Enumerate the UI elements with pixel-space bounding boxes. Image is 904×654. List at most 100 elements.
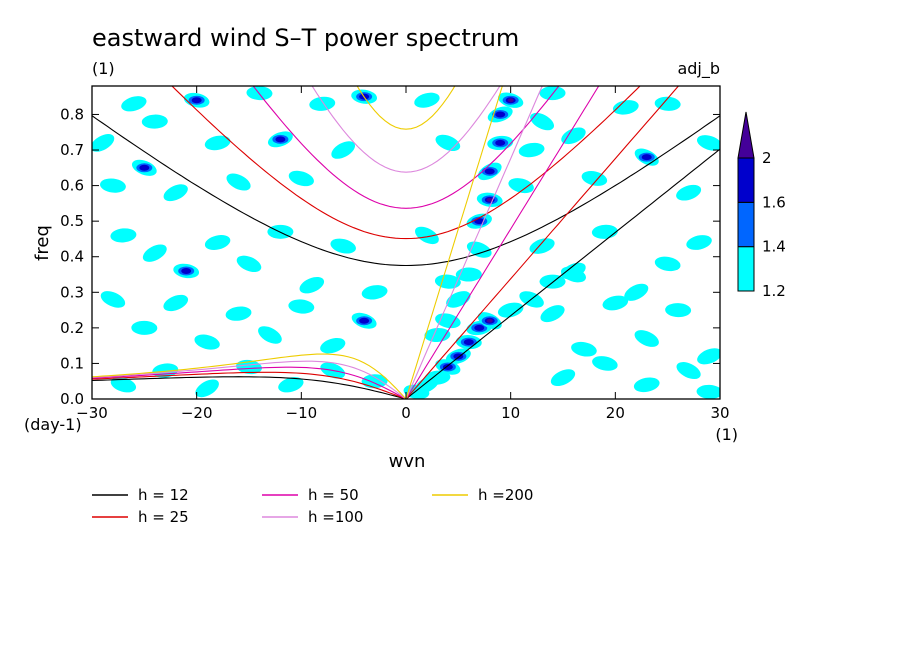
contour-blob [539, 274, 566, 289]
contour-blob [477, 162, 502, 181]
contour-blob [226, 173, 251, 191]
contour-blob [330, 238, 356, 254]
y-tick-label: 0.7 [60, 141, 84, 159]
contour-blob [204, 235, 231, 250]
y-tick-label: 0.1 [60, 354, 84, 372]
contour-blob [696, 135, 720, 151]
contour-blob [686, 235, 712, 250]
plot-frame [91, 85, 721, 400]
y-tick-label: 0.2 [60, 319, 84, 337]
contour-blob [624, 283, 649, 301]
contour-blob [267, 131, 293, 148]
contour-blob [110, 377, 137, 393]
contour-blob [696, 384, 720, 399]
contour-blob [550, 369, 576, 387]
contour-blob [236, 359, 262, 375]
x-unit-label: (1) [715, 425, 738, 444]
contour-blob [163, 184, 188, 202]
contour-blob [697, 348, 720, 365]
inertia-gravity-line [171, 86, 641, 240]
colorbar-label: 1.6 [762, 193, 786, 211]
contour-blob [299, 276, 325, 294]
contour-blob [455, 335, 482, 350]
colorbar-extend-arrow [737, 111, 755, 159]
kelvin-wave-line [405, 86, 543, 399]
curve-h25 [92, 86, 680, 399]
contour-blob [476, 192, 503, 207]
y-tick-label: 0.3 [60, 283, 84, 301]
legend: h = 12 h = 25 h = 50 h =100 h =200 [92, 486, 533, 526]
rossby-wave-line [92, 360, 407, 399]
inertia-gravity-line [311, 86, 501, 173]
contour-blob [498, 92, 524, 108]
rossby-wave-line [92, 376, 407, 399]
colorbar: 1.2 1.4 1.6 2 [737, 111, 786, 300]
chart-subtitle-right: adj_b [677, 59, 720, 79]
legend-entry: h =100 [262, 508, 363, 526]
contour-blob [320, 337, 346, 354]
curve-h12 [92, 115, 720, 399]
contour-blob [612, 100, 639, 115]
contour-blob [487, 135, 514, 151]
contour-blob [142, 244, 167, 262]
contour-blob [665, 303, 692, 318]
contour-blob [204, 135, 231, 151]
plot-area [91, 85, 721, 400]
contour-blob [278, 377, 304, 393]
curve-h100 [92, 86, 543, 399]
x-tick-label: −20 [181, 404, 213, 422]
contour-blob [446, 291, 471, 308]
contour-blob [361, 374, 388, 389]
y-unit-label: (day-1) [24, 415, 82, 434]
contour-blob [288, 170, 314, 187]
contour-blob [225, 306, 252, 321]
contour-blob [602, 295, 629, 311]
y-axis-label: freq [32, 225, 53, 261]
colorbar-segment [737, 157, 755, 203]
contour-blob [236, 255, 262, 273]
contour-blob [331, 141, 356, 159]
contour-blob [414, 226, 439, 245]
y-tick-label: 0.0 [60, 390, 84, 408]
colorbar-label: 1.4 [762, 238, 786, 256]
legend-entry: h = 12 [92, 486, 189, 504]
x-axis: −30 −20 −10 0 10 20 30 [76, 86, 730, 422]
contour-blob [571, 341, 597, 357]
contour-blob [100, 291, 126, 308]
contour-blob [530, 112, 555, 131]
x-tick-label: 0 [401, 404, 411, 422]
contour-blob [361, 285, 388, 300]
contour-blob [561, 127, 586, 145]
contour-blob [477, 312, 502, 330]
contour-blob [508, 178, 534, 194]
inertia-gravity-line [252, 86, 560, 209]
colorbar-segment [737, 246, 755, 292]
inertia-gravity-line [356, 86, 456, 130]
contour-blob [92, 134, 115, 152]
y-tick-label: 0.4 [60, 248, 84, 266]
y-tick-label: 0.6 [60, 177, 84, 195]
contour-blob [131, 159, 157, 176]
contour-blob [591, 224, 618, 239]
contour-blob [561, 262, 586, 280]
contour-blob [540, 305, 565, 323]
contour-blob [654, 96, 681, 111]
colorbar-segment [737, 201, 755, 248]
contour-blob [497, 302, 524, 318]
legend-entry: h = 25 [92, 508, 189, 526]
legend-label: h = 25 [138, 508, 189, 526]
legend-entry: h =200 [432, 486, 533, 504]
contour-blob [654, 256, 681, 272]
contour-blob [309, 96, 336, 111]
contour-blob [258, 326, 282, 344]
rossby-wave-line [92, 353, 407, 399]
contour-blob [173, 263, 200, 279]
contour-blob [288, 299, 315, 314]
legend-entry: h = 50 [262, 486, 359, 504]
kelvin-wave-line [405, 148, 720, 399]
x-tick-label: 30 [710, 404, 729, 422]
curve-h200 [92, 86, 503, 399]
contour-blob [466, 213, 492, 229]
contour-blob [194, 334, 220, 350]
